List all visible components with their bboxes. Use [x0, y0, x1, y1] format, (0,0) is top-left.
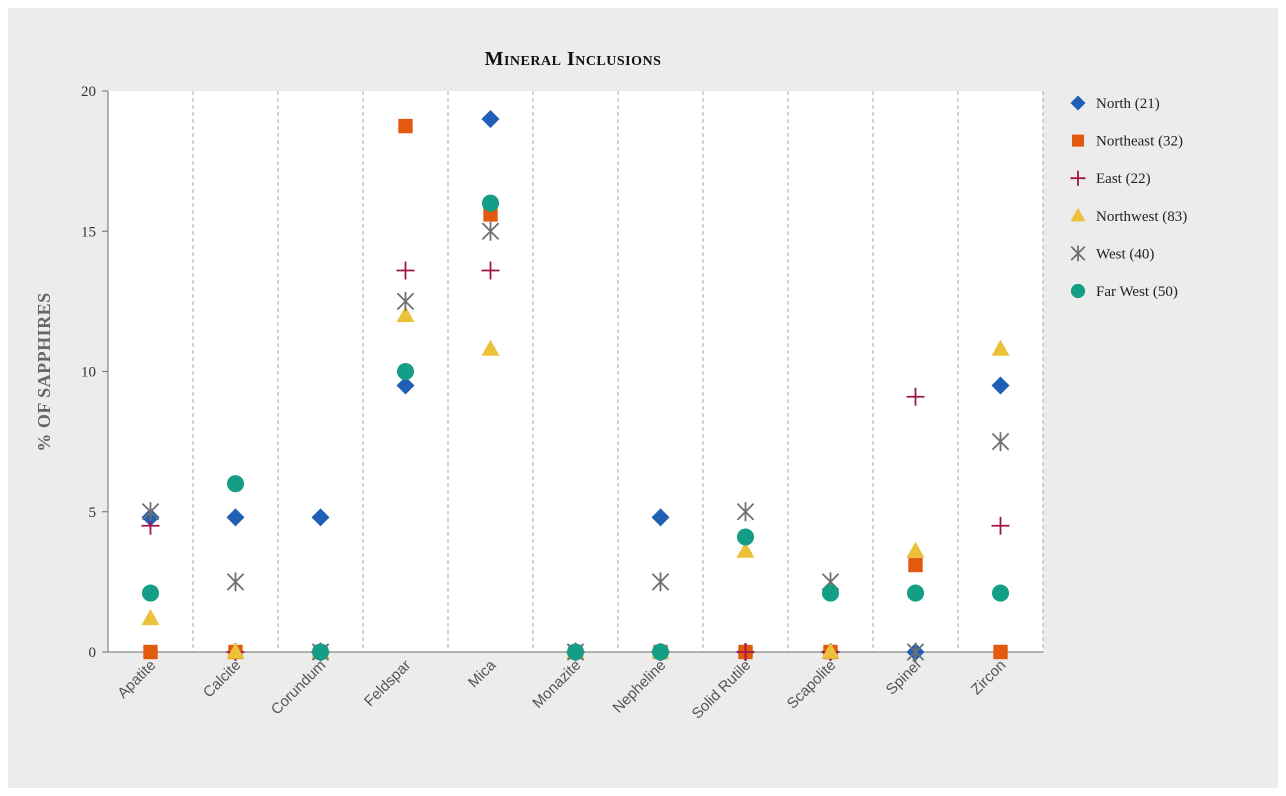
- point-circle-zircon: [991, 584, 1010, 602]
- point-square-apatite: [143, 644, 158, 660]
- legend-label: West (40): [1096, 246, 1154, 262]
- point-asterisk-nepheline: [651, 572, 670, 592]
- point-circle-scapolite: [821, 584, 840, 602]
- legend-marker: [1070, 207, 1086, 222]
- point-asterisk-apatite: [141, 502, 160, 522]
- legend-item: West (40): [1070, 245, 1154, 262]
- point-triangle-apatite: [141, 608, 160, 626]
- scatter-chart: Mineral Inclusions % OF SAPPHIRES 0 5 10 15…: [34, 48, 1187, 722]
- point-triangle-solid-rutile: [736, 541, 755, 558]
- x-tick-label: Zircon: [968, 657, 1009, 698]
- data-points: [141, 110, 1010, 662]
- point-circle-calcite: [226, 475, 245, 493]
- point-diamond-feldspar: [396, 376, 415, 395]
- point-circle-monazite: [566, 643, 585, 661]
- y-tick-label: 5: [89, 505, 97, 521]
- point-asterisk-zircon: [991, 432, 1010, 452]
- y-tick-label: 15: [81, 224, 96, 240]
- y-tick-label: 10: [81, 365, 96, 381]
- point-diamond-calcite: [226, 508, 245, 527]
- point-diamond-zircon: [991, 376, 1010, 395]
- point-plus-spinel: [906, 387, 925, 406]
- point-diamond-corundum: [311, 508, 330, 527]
- legend-item: Northwest (83): [1070, 207, 1187, 225]
- point-circle-feldspar: [396, 362, 415, 381]
- point-asterisk-mica: [481, 221, 500, 241]
- legend-label: Far West (50): [1096, 284, 1178, 300]
- legend-item: North (21): [1070, 95, 1160, 112]
- legend-item: Far West (50): [1070, 283, 1178, 300]
- legend-marker: [1070, 245, 1086, 262]
- point-triangle-mica: [481, 339, 500, 356]
- x-tick-label: Apatite: [114, 657, 159, 702]
- legend-label: Northwest (83): [1096, 209, 1187, 225]
- y-ticks: 0 5 10 15 20: [81, 84, 108, 661]
- legend-label: Northeast (32): [1096, 134, 1183, 150]
- legend-marker: [1070, 95, 1086, 111]
- legend-marker: [1070, 283, 1086, 299]
- y-tick-label: 0: [89, 645, 97, 661]
- point-plus-feldspar: [396, 261, 415, 280]
- point-circle-apatite: [141, 584, 160, 602]
- point-plus-mica: [481, 261, 500, 280]
- point-triangle-calcite: [226, 642, 245, 659]
- x-tick-label: Nepheline: [610, 657, 670, 717]
- point-triangle-feldspar: [396, 305, 415, 323]
- x-tick-label: Calcite: [200, 657, 244, 701]
- point-circle-mica: [481, 194, 500, 212]
- point-plus-zircon: [991, 516, 1010, 535]
- x-tick-label: Monazite: [529, 657, 584, 712]
- chart-panel: Mineral Inclusions % OF SAPPHIRES 0 5 10 15…: [8, 8, 1278, 788]
- point-triangle-zircon: [991, 339, 1010, 356]
- point-square-feldspar: [398, 118, 413, 134]
- legend-marker: [1070, 170, 1086, 186]
- legend-label: East (22): [1096, 171, 1151, 187]
- x-ticks: Apatite Calcite Corundum Feldspar Mica Monazi…: [114, 656, 1009, 722]
- legend: North (21) Northeast (32) East (22) Northwe…: [1070, 95, 1187, 300]
- x-tick-label: Solid Rutile: [689, 657, 755, 723]
- point-triangle-spinel: [906, 541, 925, 558]
- y-tick-label: 20: [81, 84, 96, 100]
- x-tick-label: Scapolite: [784, 657, 840, 713]
- chart-title: Mineral Inclusions: [485, 48, 662, 70]
- legend-marker: [1072, 134, 1084, 147]
- gridlines: [192, 91, 1044, 652]
- x-tick-label: Feldspar: [361, 657, 414, 710]
- point-circle-corundum: [311, 643, 330, 661]
- point-triangle-scapolite: [821, 642, 840, 659]
- point-circle-nepheline: [651, 643, 670, 661]
- point-asterisk-feldspar: [396, 291, 415, 311]
- point-diamond-mica: [481, 110, 500, 129]
- point-diamond-nepheline: [651, 508, 670, 527]
- x-tick-label: Corundum: [268, 657, 330, 719]
- point-asterisk-solid-rutile: [736, 502, 755, 522]
- point-asterisk-calcite: [226, 572, 245, 592]
- x-tick-label: Spinel: [883, 657, 925, 699]
- x-tick-label: Mica: [465, 656, 500, 691]
- legend-label: North (21): [1096, 96, 1160, 112]
- point-circle-solid-rutile: [736, 528, 755, 546]
- point-square-zircon: [993, 644, 1008, 660]
- legend-item: East (22): [1070, 170, 1151, 187]
- point-circle-spinel: [906, 584, 925, 602]
- point-plus-solid-rutile: [736, 643, 755, 661]
- plot-area: [108, 91, 1043, 652]
- legend-item: Northeast (32): [1072, 134, 1183, 150]
- point-square-spinel: [908, 557, 923, 573]
- y-axis-label: % OF SAPPHIRES: [34, 292, 54, 451]
- point-asterisk-spinel: [906, 642, 925, 662]
